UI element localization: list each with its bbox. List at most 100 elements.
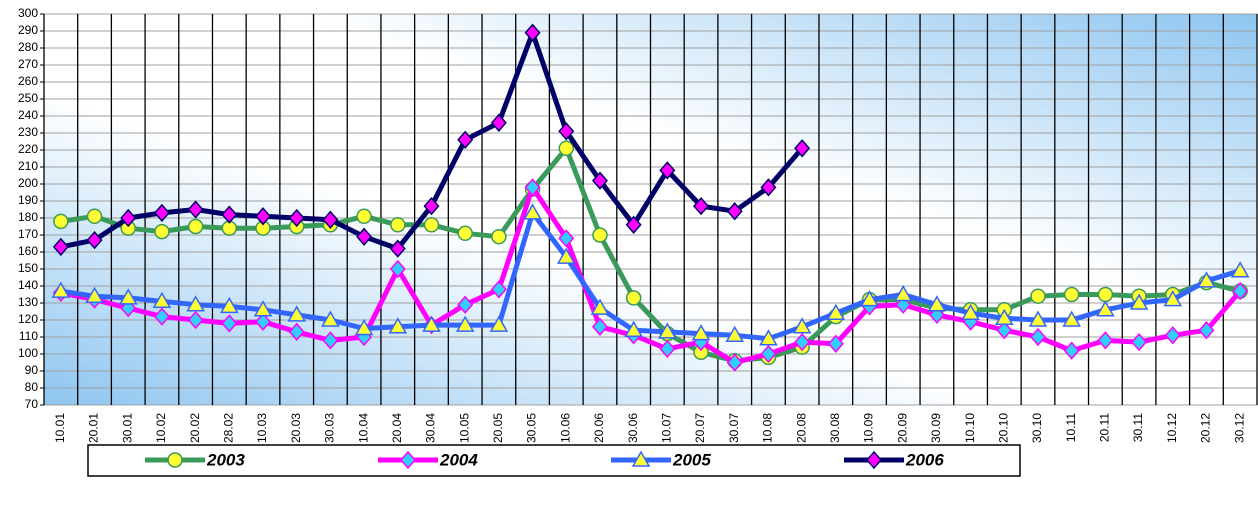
y-tick-label: 290 xyxy=(18,23,38,37)
point xyxy=(154,223,170,240)
y-tick-label: 70 xyxy=(25,397,39,411)
point xyxy=(322,210,339,229)
point xyxy=(760,344,777,364)
y-tick-label: 90 xyxy=(25,363,39,377)
point xyxy=(86,208,103,225)
x-tick-label: 30.09 xyxy=(929,413,943,443)
point xyxy=(725,325,745,343)
legend-label: 2004 xyxy=(439,450,478,469)
y-tick-label: 200 xyxy=(18,176,38,190)
point xyxy=(1129,293,1149,310)
x-tick-label: 20.07 xyxy=(693,413,707,443)
point xyxy=(52,237,69,257)
point xyxy=(1198,321,1215,340)
point xyxy=(400,450,416,470)
point xyxy=(153,203,170,223)
x-tick-label: 28.02 xyxy=(221,413,235,443)
y-tick-label: 100 xyxy=(18,346,38,360)
x-tick-label: 30.12 xyxy=(1232,413,1246,443)
point xyxy=(631,450,651,467)
point xyxy=(490,113,507,132)
point xyxy=(457,130,474,149)
point xyxy=(759,329,778,346)
point xyxy=(118,288,138,305)
y-tick-label: 260 xyxy=(18,74,38,88)
y-tick-label: 280 xyxy=(18,40,38,54)
y-tick-label: 270 xyxy=(18,57,38,71)
x-tick-label: 10.10 xyxy=(963,413,977,443)
x-tick-label: 20.08 xyxy=(794,413,808,443)
point xyxy=(524,23,541,42)
point xyxy=(423,217,440,233)
point xyxy=(1232,281,1249,301)
point xyxy=(491,228,507,245)
point xyxy=(322,331,339,350)
point xyxy=(726,353,743,372)
point xyxy=(726,202,743,221)
point xyxy=(490,280,507,299)
x-tick-label: 10.09 xyxy=(862,413,876,443)
point xyxy=(86,230,103,250)
series xyxy=(51,203,1250,346)
point xyxy=(792,317,812,334)
point xyxy=(287,305,307,322)
y-tick-label: 130 xyxy=(18,295,38,309)
x-tick-label: 10.11 xyxy=(1064,413,1078,442)
point xyxy=(489,315,509,332)
y-tick-label: 250 xyxy=(18,91,38,105)
point xyxy=(253,300,273,317)
x-tick-label: 10.01 xyxy=(53,413,67,443)
point xyxy=(524,178,541,197)
point xyxy=(187,218,204,235)
point xyxy=(356,208,372,225)
y-tick-label: 300 xyxy=(18,6,38,20)
point xyxy=(558,122,575,141)
y-tick-label: 180 xyxy=(18,210,38,224)
y-tick-label: 110 xyxy=(19,329,38,343)
point xyxy=(558,140,575,157)
y-tick-label: 120 xyxy=(18,312,38,326)
legend-label: 2005 xyxy=(672,450,711,469)
point xyxy=(221,314,238,333)
x-tick-label: 10.07 xyxy=(660,413,674,443)
point xyxy=(85,286,104,303)
point xyxy=(153,307,170,326)
y-tick-label: 150 xyxy=(18,261,38,275)
point xyxy=(558,229,575,248)
point xyxy=(1063,341,1080,360)
point xyxy=(591,171,608,190)
point xyxy=(994,308,1014,326)
point xyxy=(1131,332,1148,352)
point xyxy=(457,295,474,314)
point xyxy=(866,450,882,470)
point xyxy=(996,321,1013,340)
point xyxy=(457,225,473,242)
y-tick-label: 210 xyxy=(18,159,38,173)
point xyxy=(120,208,137,228)
point xyxy=(893,284,913,302)
point xyxy=(423,196,440,216)
x-tick-label: 20.01 xyxy=(87,413,101,443)
point xyxy=(826,303,846,320)
y-tick-label: 190 xyxy=(18,193,38,207)
point xyxy=(51,281,71,298)
x-tick-label: 30.10 xyxy=(1030,413,1044,443)
point xyxy=(659,339,676,359)
x-tick-label: 30.11 xyxy=(1131,413,1145,442)
legend-label: 2006 xyxy=(905,450,944,469)
x-tick-label: 20.12 xyxy=(1199,413,1213,443)
y-tick-label: 140 xyxy=(18,278,38,292)
point xyxy=(389,239,406,258)
x-tick-label: 10.05 xyxy=(457,413,471,443)
point xyxy=(592,227,608,243)
x-tick-label: 20.09 xyxy=(895,413,909,443)
point xyxy=(591,317,608,336)
point xyxy=(1097,331,1114,350)
point xyxy=(390,217,406,233)
point xyxy=(927,295,947,312)
x-tick-label: 10.04 xyxy=(356,413,370,443)
x-tick-label: 10.08 xyxy=(761,413,775,443)
x-tick-label: 30.08 xyxy=(828,413,842,443)
y-tick-label: 170 xyxy=(18,227,38,241)
